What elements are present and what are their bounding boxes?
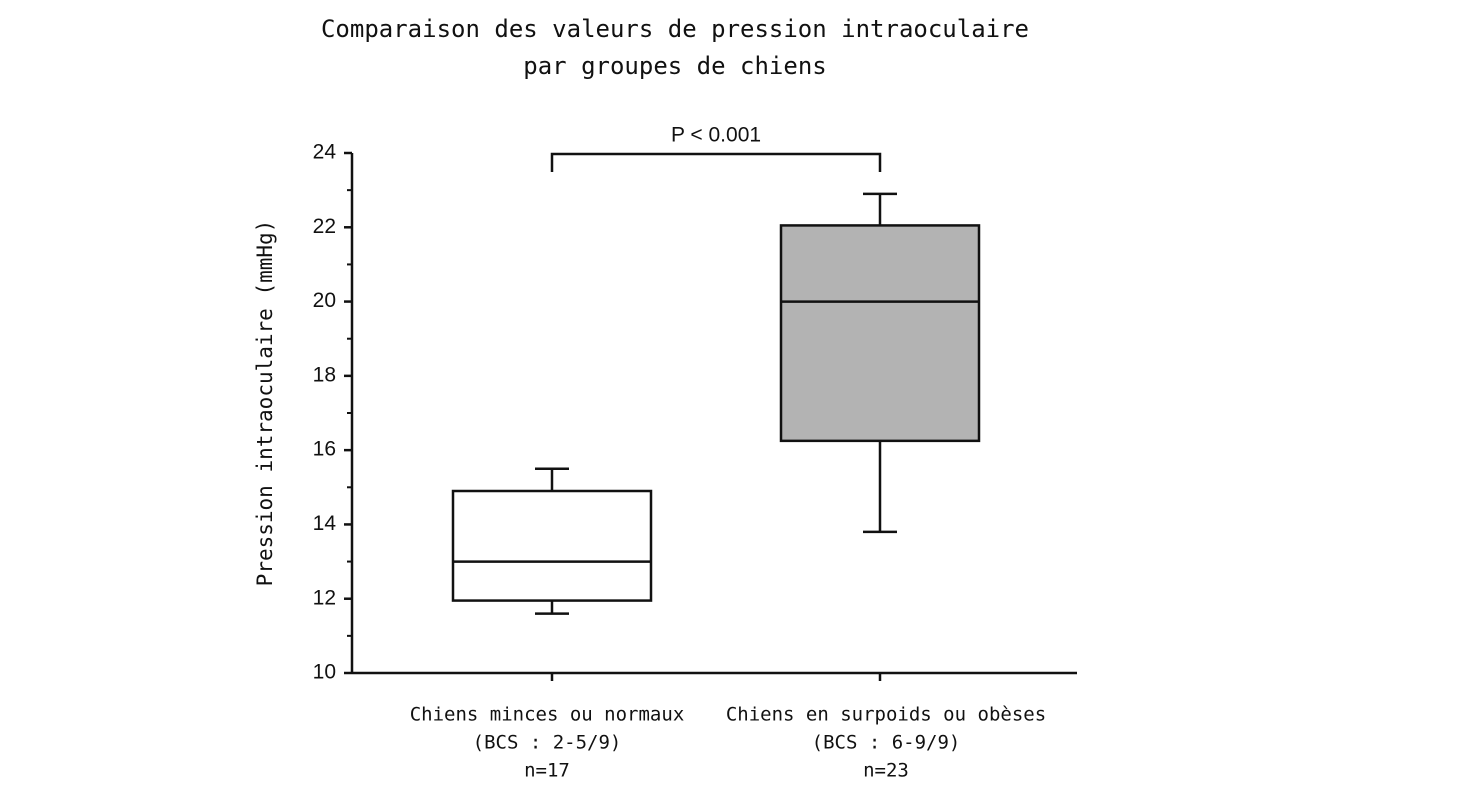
annotation: P < 0.001 [671,124,761,147]
y-axis-label: Pression intraoculaire (mmHg) [253,220,277,587]
chart-title: Comparaison des valeurs de pression intr… [321,15,1029,43]
x-tick-label: n=23 [863,760,909,782]
y-tick-label: 18 [313,363,336,386]
y-tick-label: 10 [313,661,336,684]
x-tick-label: (BCS : 2-5/9) [473,732,622,754]
y-tick-label: 14 [313,512,337,535]
x-tick-label: n=17 [524,760,570,782]
x-tick-label: Chiens en surpoids ou obèses [726,704,1046,726]
x-tick-label: Chiens minces ou normaux [410,704,685,726]
y-tick-label: 12 [313,586,336,609]
box [451,489,653,602]
x-tick-label: (BCS : 6-9/9) [812,732,961,754]
y-tick-label: 24 [313,141,337,164]
y-tick-label: 20 [313,289,336,312]
significance-bracket [550,152,882,172]
chart-title: par groupes de chiens [523,52,826,80]
y-tick-label: 22 [313,215,336,238]
y-tick-label: 16 [313,438,336,461]
box [779,224,981,443]
